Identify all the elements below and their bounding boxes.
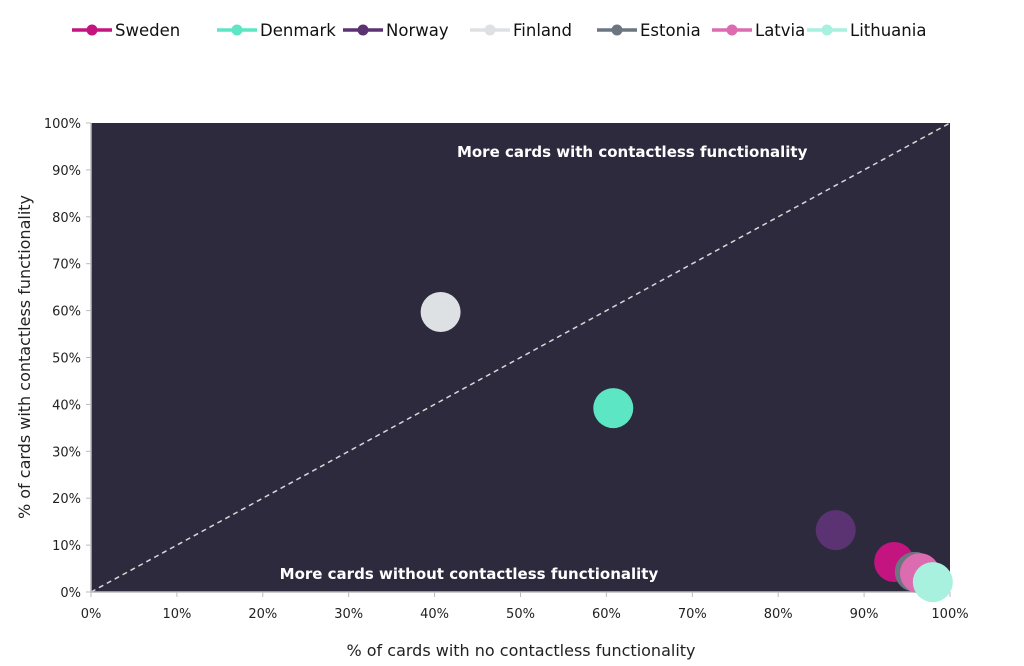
y-tick-label: 60% bbox=[52, 305, 81, 320]
legend-item-norway: Norway bbox=[343, 21, 449, 40]
x-tick-label: 90% bbox=[850, 607, 879, 622]
point-norway bbox=[815, 510, 856, 551]
y-tick-label: 50% bbox=[52, 352, 81, 367]
legend-label: Latvia bbox=[755, 21, 805, 40]
legend-label: Sweden bbox=[115, 21, 180, 40]
x-tick-label: 50% bbox=[506, 607, 535, 622]
legend-item-estonia: Estonia bbox=[597, 21, 701, 40]
legend-dot-marker bbox=[611, 24, 623, 36]
annotation-lower: More cards without contactless functiona… bbox=[280, 565, 659, 583]
x-tick-label: 20% bbox=[248, 607, 277, 622]
legend: Sweden Denmark Norway Finland Estonia Latvia L… bbox=[72, 21, 926, 40]
legend-label: Estonia bbox=[640, 21, 701, 40]
legend-dot-marker bbox=[231, 24, 243, 36]
x-tick-label: 10% bbox=[162, 607, 191, 622]
legend-item-latvia: Latvia bbox=[712, 21, 805, 40]
legend-dot-marker bbox=[821, 24, 833, 36]
y-tick-label: 100% bbox=[44, 117, 81, 132]
x-tick-label: 60% bbox=[592, 607, 621, 622]
x-tick-label: 40% bbox=[420, 607, 449, 622]
y-tick-label: 0% bbox=[60, 586, 81, 601]
x-tick-label: 100% bbox=[931, 607, 968, 622]
x-tick-label: 70% bbox=[678, 607, 707, 622]
point-finland bbox=[420, 292, 461, 333]
x-tick-label: 0% bbox=[81, 607, 102, 622]
point-denmark bbox=[593, 388, 634, 429]
x-tick-label: 80% bbox=[764, 607, 793, 622]
y-tick-label: 90% bbox=[52, 164, 81, 179]
y-axis-label: % of cards with contactless functionalit… bbox=[15, 195, 34, 519]
y-tick-label: 40% bbox=[52, 398, 81, 413]
legend-dot-marker bbox=[726, 24, 738, 36]
legend-label: Finland bbox=[513, 21, 572, 40]
legend-label: Lithuania bbox=[850, 21, 926, 40]
data-points bbox=[420, 292, 953, 603]
legend-label: Denmark bbox=[260, 21, 336, 40]
y-tick-label: 10% bbox=[52, 539, 81, 554]
annotation-upper: More cards with contactless functionalit… bbox=[457, 143, 808, 161]
axes: 0% 10% 20% 30% 40% 50% 60% 70% 80% 90% 100% 0% 10% 20… bbox=[44, 117, 969, 622]
x-axis-label: % of cards with no contactless functiona… bbox=[346, 641, 695, 660]
legend-dot-marker bbox=[484, 24, 496, 36]
y-tick-label: 20% bbox=[52, 492, 81, 507]
legend-dot-marker bbox=[86, 24, 98, 36]
legend-dot-marker bbox=[357, 24, 369, 36]
legend-item-denmark: Denmark bbox=[217, 21, 336, 40]
y-tick-label: 30% bbox=[52, 445, 81, 460]
y-tick-label: 70% bbox=[52, 258, 81, 273]
legend-item-finland: Finland bbox=[470, 21, 572, 40]
y-tick-label: 80% bbox=[52, 211, 81, 226]
legend-item-lithuania: Lithuania bbox=[807, 21, 926, 40]
diagonal-reference-line bbox=[90, 122, 951, 593]
x-tick-label: 30% bbox=[334, 607, 363, 622]
legend-item-sweden: Sweden bbox=[72, 21, 180, 40]
point-lithuania bbox=[912, 562, 953, 603]
legend-label: Norway bbox=[386, 21, 449, 40]
